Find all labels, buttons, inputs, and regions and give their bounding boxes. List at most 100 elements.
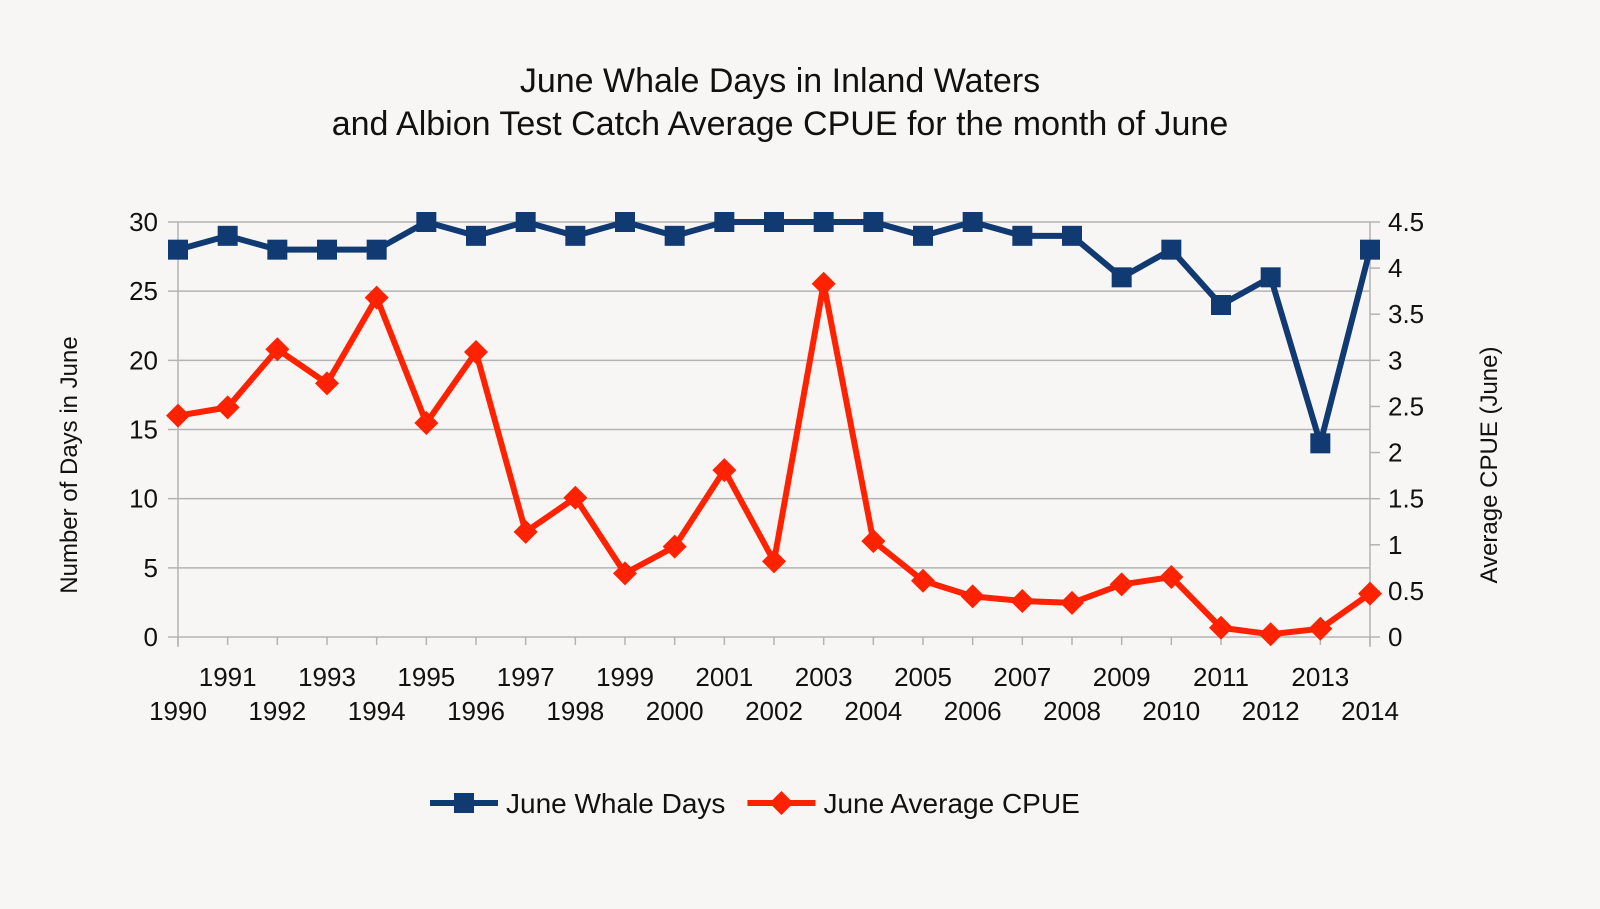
x-tick-label: 2004: [844, 696, 902, 726]
data-point: [464, 340, 488, 365]
data-point: [714, 212, 735, 232]
y-tick-label: 0: [144, 622, 158, 652]
y-axis-label: Number of Days in June: [56, 336, 83, 593]
x-tick-label: 2001: [695, 662, 753, 692]
data-point: [515, 212, 536, 232]
data-point: [1209, 615, 1233, 640]
data-point: [811, 271, 836, 296]
x-tick-label: 2003: [795, 662, 853, 692]
y-tick-label: 5: [144, 553, 158, 583]
chart-title-line-2: and Albion Test Catch Average CPUE for t…: [332, 105, 1229, 143]
data-point: [215, 395, 240, 420]
legend: June Whale Days June Average CPUE: [430, 788, 1080, 819]
y-tick-label: 15: [129, 415, 158, 445]
x-tick-label: 2009: [1093, 662, 1151, 692]
x-tick-label: 1998: [546, 696, 604, 726]
x-tick-label: 2014: [1341, 696, 1399, 726]
x-tick-label: 2000: [646, 696, 704, 726]
y2-tick-label: 4.5: [1388, 207, 1424, 237]
data-point: [1308, 616, 1333, 641]
data-point: [863, 212, 884, 232]
x-tick-label: 2012: [1242, 696, 1300, 726]
data-point: [364, 285, 389, 310]
data-point: [454, 793, 474, 813]
data-point: [615, 212, 635, 232]
x-tick-label: 2011: [1193, 662, 1249, 692]
data-point: [813, 212, 834, 232]
x-tick-label: 1991: [199, 662, 257, 692]
data-point: [769, 791, 794, 815]
x-tick-label: 1993: [298, 662, 356, 692]
x-tick-label: 1990: [149, 696, 207, 726]
x-tick-label: 2006: [944, 696, 1002, 726]
data-point: [1060, 590, 1084, 615]
x-tick-label: 2002: [745, 696, 803, 726]
data-point: [1159, 565, 1184, 590]
data-point: [1260, 267, 1281, 288]
data-point: [565, 225, 586, 246]
y2-tick-label: 3.5: [1388, 299, 1424, 329]
data-point: [1111, 267, 1132, 288]
data-point: [1258, 622, 1283, 647]
data-point: [662, 534, 687, 559]
data-point: [265, 337, 290, 362]
data-point: [315, 371, 339, 396]
x-tick-label: 1994: [348, 696, 406, 726]
x-tick-label: 1995: [397, 662, 455, 692]
x-tick-label: 2010: [1142, 696, 1200, 726]
y2-tick-label: 1.5: [1388, 484, 1424, 514]
data-point: [1062, 225, 1082, 246]
data-point: [1358, 581, 1382, 606]
x-tick-label: 1997: [497, 662, 555, 692]
data-point: [317, 239, 337, 260]
data-point: [416, 212, 437, 232]
x-tick-label: 2008: [1043, 696, 1101, 726]
x-tick-label: 2013: [1291, 662, 1349, 692]
y2-tick-label: 2: [1388, 438, 1402, 468]
legend-label: June Whale Days: [506, 788, 725, 819]
series-line: [177, 280, 1372, 638]
data-point: [712, 458, 737, 483]
data-point: [267, 239, 288, 260]
y2-axis-label: Average CPUE (June): [1476, 347, 1503, 584]
data-point: [962, 212, 983, 232]
data-point: [366, 239, 387, 260]
data-point: [166, 403, 190, 428]
data-point: [764, 212, 784, 232]
x-tick-label: 1992: [248, 696, 306, 726]
data-point: [563, 485, 588, 510]
y2-tick-label: 1: [1388, 530, 1402, 560]
data-point: [613, 561, 637, 586]
x-tick-label: 2005: [894, 662, 952, 692]
data-point: [1109, 572, 1134, 597]
data-point: [217, 225, 238, 246]
x-tick-label: 2007: [993, 662, 1051, 692]
y-tick-label: 30: [129, 207, 158, 237]
chart-title-line-1: June Whale Days in Inland Waters: [520, 62, 1040, 100]
data-point: [168, 239, 188, 260]
y2-tick-label: 3: [1388, 345, 1402, 375]
x-tick-label: 1996: [447, 696, 505, 726]
data-point: [1161, 239, 1182, 260]
y-tick-label: 10: [129, 484, 158, 514]
data-point: [1310, 433, 1331, 454]
data-point: [414, 411, 439, 436]
y2-tick-label: 4: [1388, 253, 1402, 283]
data-point: [762, 549, 786, 574]
x-tick-label: 1999: [596, 662, 654, 692]
y-tick-label: 20: [129, 345, 158, 375]
y2-tick-label: 0.5: [1388, 576, 1424, 606]
data-point: [960, 584, 985, 609]
data-point: [1360, 239, 1380, 260]
data-point: [1211, 295, 1231, 315]
data-point: [466, 225, 486, 246]
y2-tick-label: 2.5: [1388, 391, 1424, 421]
data-point: [913, 225, 933, 246]
y2-tick-label: 0: [1388, 622, 1402, 652]
data-point: [664, 225, 685, 246]
y-tick-label: 25: [129, 276, 158, 306]
data-point: [1010, 589, 1035, 614]
data-point: [513, 519, 538, 544]
legend-label: June Average CPUE: [823, 788, 1079, 819]
data-point: [911, 568, 935, 593]
